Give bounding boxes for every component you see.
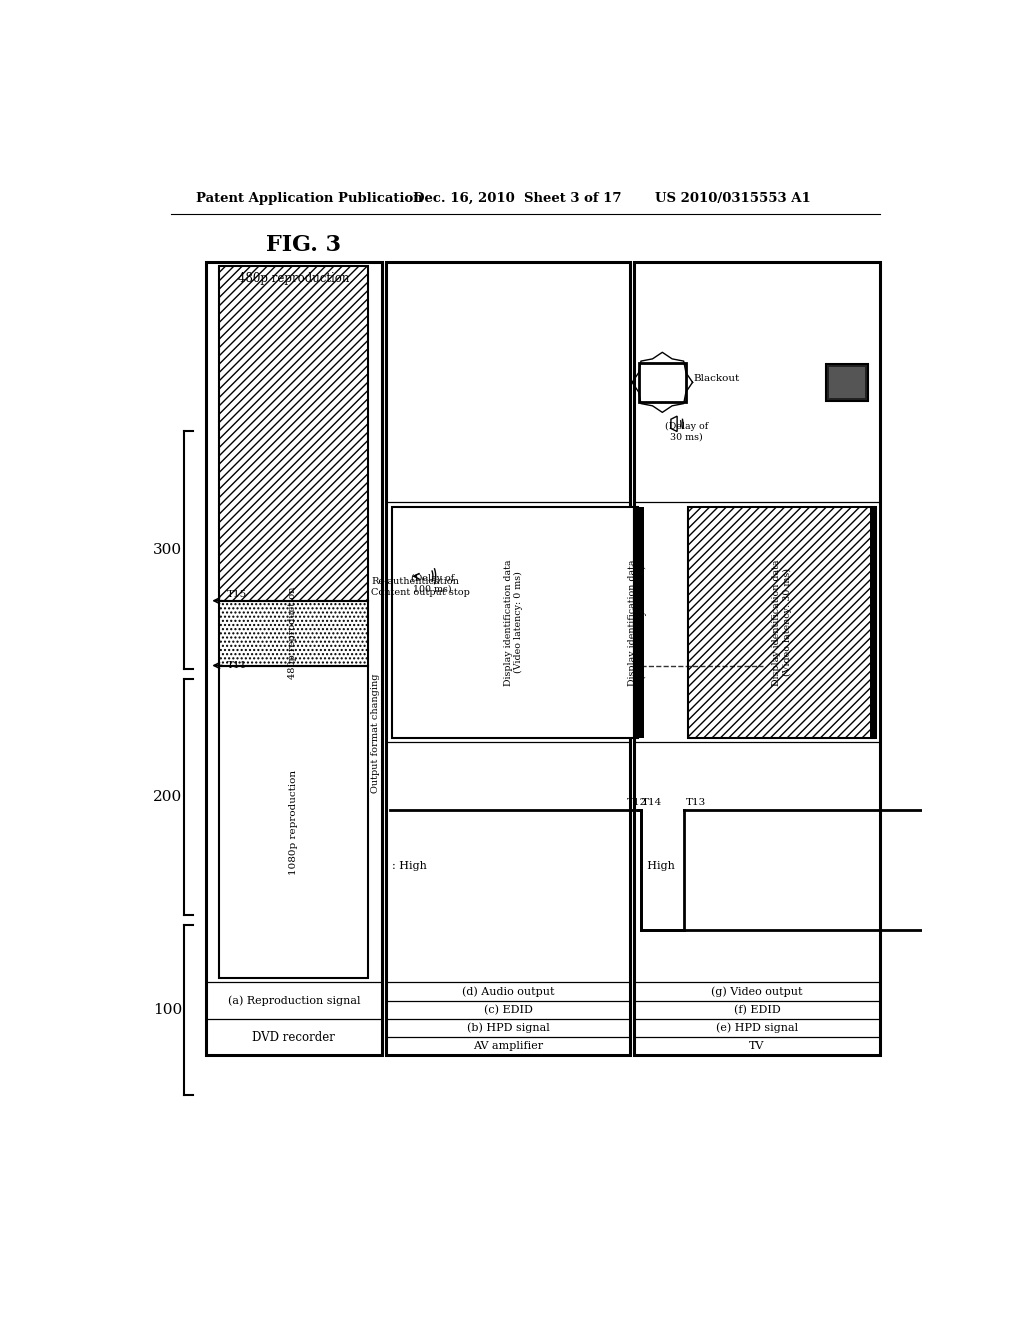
Text: (Delay of
30 ms): (Delay of 30 ms) bbox=[665, 422, 708, 441]
Bar bbox=[639, 363, 686, 401]
Text: AV amplifier: AV amplifier bbox=[473, 1041, 543, 1051]
Text: DVD recorder: DVD recorder bbox=[252, 1031, 335, 1044]
Text: 200: 200 bbox=[153, 791, 182, 804]
Text: T13: T13 bbox=[686, 799, 706, 808]
Bar bbox=[206, 263, 382, 1056]
Text: TV: TV bbox=[750, 1041, 765, 1051]
Text: Display identification data
(Video latency: 0 ms): Display identification data (Video laten… bbox=[504, 560, 523, 685]
Text: Dec. 16, 2010  Sheet 3 of 17: Dec. 16, 2010 Sheet 3 of 17 bbox=[414, 191, 622, 205]
Text: T14: T14 bbox=[642, 799, 663, 808]
Text: (Delay of
100 ms): (Delay of 100 ms) bbox=[411, 574, 455, 594]
Bar bbox=[870, 507, 877, 738]
Bar bbox=[637, 507, 638, 738]
Text: Patent Application Publication: Patent Application Publication bbox=[197, 191, 423, 205]
Text: Display identification data
(Video latency: 30 ms): Display identification data (Video laten… bbox=[772, 560, 792, 685]
Text: : High: : High bbox=[640, 861, 675, 871]
Text: FIG. 3: FIG. 3 bbox=[266, 234, 341, 256]
Bar bbox=[219, 267, 369, 601]
Text: 1080p reproduction: 1080p reproduction bbox=[290, 770, 298, 875]
Text: T11: T11 bbox=[226, 661, 247, 671]
Bar bbox=[219, 665, 369, 978]
Bar bbox=[219, 601, 369, 665]
Text: 100: 100 bbox=[153, 1003, 182, 1016]
Bar bbox=[646, 367, 683, 397]
Text: T15: T15 bbox=[226, 590, 247, 599]
Text: Output format changing: Output format changing bbox=[372, 673, 380, 793]
Bar bbox=[392, 507, 635, 738]
Text: Blackout: Blackout bbox=[693, 374, 739, 383]
Text: US 2010/0315553 A1: US 2010/0315553 A1 bbox=[655, 191, 811, 205]
Bar bbox=[643, 364, 686, 401]
Text: T12: T12 bbox=[627, 799, 647, 808]
Text: (g) Video output: (g) Video output bbox=[711, 986, 803, 997]
Text: (b) HPD signal: (b) HPD signal bbox=[467, 1023, 550, 1034]
Text: : High: : High bbox=[392, 861, 427, 871]
Text: 480p reproduction: 480p reproduction bbox=[288, 587, 297, 680]
Text: (f) EDID: (f) EDID bbox=[733, 1005, 780, 1015]
Text: (d) Audio output: (d) Audio output bbox=[462, 986, 554, 997]
Bar bbox=[825, 364, 868, 401]
Text: (a) Reproduction signal: (a) Reproduction signal bbox=[227, 995, 360, 1006]
Text: 480p reproduction: 480p reproduction bbox=[239, 272, 349, 285]
Text: Re-authentication
Content output stop: Re-authentication Content output stop bbox=[372, 577, 470, 597]
Text: (e) HPD signal: (e) HPD signal bbox=[716, 1023, 798, 1034]
Bar bbox=[386, 263, 630, 1056]
Text: 300: 300 bbox=[154, 543, 182, 557]
Text: Display identification data
(Video latency: 100 ms): Display identification data (Video laten… bbox=[628, 560, 647, 685]
Bar bbox=[638, 507, 644, 738]
Bar bbox=[828, 367, 865, 397]
Text: (c) EDID: (c) EDID bbox=[483, 1005, 532, 1015]
Bar bbox=[638, 507, 644, 738]
Bar bbox=[688, 507, 876, 738]
Bar bbox=[634, 263, 880, 1056]
